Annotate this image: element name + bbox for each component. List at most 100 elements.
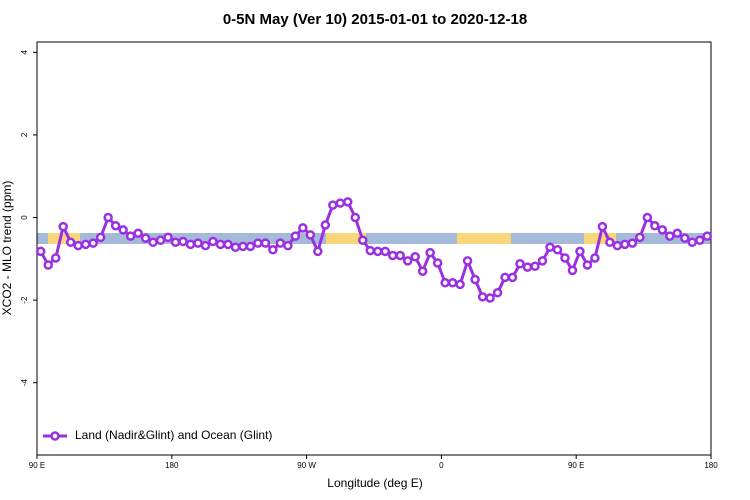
data-point bbox=[635, 232, 645, 243]
data-point bbox=[462, 256, 473, 266]
data-point bbox=[470, 274, 480, 285]
data-point bbox=[283, 240, 293, 251]
land-band bbox=[326, 233, 366, 244]
data-point bbox=[110, 221, 121, 231]
data-point bbox=[215, 239, 226, 250]
data-point bbox=[395, 250, 405, 261]
data-point bbox=[575, 246, 585, 257]
y-tick-label: 4 bbox=[20, 50, 29, 55]
data-point bbox=[687, 237, 698, 248]
legend-label: Land (Nadir&Glint) and Ocean (Glint) bbox=[75, 428, 272, 442]
land-band bbox=[48, 233, 80, 244]
x-tick-label: 180 bbox=[165, 461, 179, 470]
data-point bbox=[73, 240, 83, 251]
x-tick-label: 180 bbox=[704, 461, 718, 470]
y-tick-label: 2 bbox=[20, 132, 29, 137]
data-point bbox=[350, 212, 361, 223]
data-point bbox=[650, 221, 660, 231]
data-point bbox=[477, 292, 488, 302]
data-point bbox=[500, 272, 510, 283]
data-point bbox=[155, 235, 166, 245]
data-point bbox=[425, 247, 435, 258]
data-point bbox=[695, 235, 705, 245]
data-point bbox=[58, 221, 68, 232]
data-point bbox=[597, 221, 608, 232]
data-point bbox=[515, 259, 525, 269]
data-point bbox=[133, 228, 143, 238]
data-point bbox=[657, 225, 668, 235]
data-point bbox=[328, 200, 338, 210]
data-point bbox=[702, 231, 713, 241]
data-point bbox=[320, 220, 331, 230]
data-point bbox=[253, 238, 263, 248]
data-point bbox=[193, 238, 203, 248]
data-point bbox=[590, 253, 600, 263]
data-point bbox=[642, 212, 653, 223]
data-point bbox=[620, 239, 630, 250]
data-point bbox=[417, 266, 428, 276]
data-point bbox=[125, 231, 136, 241]
data-point bbox=[665, 231, 675, 241]
x-tick-label: 90 W bbox=[297, 461, 316, 470]
data-point bbox=[238, 241, 248, 252]
data-point bbox=[65, 237, 76, 248]
data-point bbox=[440, 278, 450, 288]
data-point bbox=[680, 233, 690, 243]
data-point bbox=[372, 246, 383, 257]
data-point bbox=[552, 244, 563, 255]
data-point bbox=[260, 238, 271, 248]
y-tick-label: -4 bbox=[20, 379, 29, 387]
data-point bbox=[605, 237, 615, 248]
legend-marker bbox=[50, 431, 60, 441]
data-point bbox=[672, 228, 683, 238]
data-point bbox=[43, 260, 53, 270]
data-point bbox=[223, 239, 233, 250]
data-point bbox=[582, 260, 593, 270]
data-point bbox=[230, 242, 241, 253]
data-point bbox=[410, 252, 420, 262]
data-point bbox=[402, 256, 413, 266]
data-point bbox=[387, 250, 398, 261]
data-point bbox=[268, 244, 278, 255]
data-point bbox=[485, 293, 495, 303]
y-tick-label: -2 bbox=[20, 296, 29, 304]
data-point bbox=[335, 198, 346, 208]
data-point bbox=[358, 235, 368, 245]
data-point bbox=[275, 238, 286, 248]
data-point bbox=[305, 230, 316, 240]
y-axis-label: XCO2 - MLO trend (ppm) bbox=[0, 181, 14, 316]
data-point bbox=[507, 272, 518, 283]
data-point bbox=[88, 238, 98, 248]
data-point bbox=[50, 253, 61, 263]
data-point bbox=[455, 279, 465, 290]
data-point bbox=[208, 236, 218, 247]
data-point bbox=[567, 265, 578, 276]
data-point bbox=[140, 233, 151, 243]
data-point bbox=[35, 246, 46, 257]
data-point bbox=[313, 246, 323, 257]
data-point bbox=[170, 237, 181, 248]
data-point bbox=[612, 240, 623, 251]
y-tick-label: 0 bbox=[20, 215, 29, 220]
data-point bbox=[530, 261, 540, 272]
data-point bbox=[148, 237, 158, 248]
data-point bbox=[163, 232, 173, 243]
data-point bbox=[343, 197, 353, 207]
data-point bbox=[432, 258, 443, 268]
data-point bbox=[290, 231, 301, 241]
data-point bbox=[200, 240, 211, 251]
data-point bbox=[522, 262, 533, 272]
x-axis-label: Longitude (deg E) bbox=[327, 476, 422, 490]
data-point bbox=[95, 232, 106, 243]
x-tick-label: 90 E bbox=[29, 461, 45, 470]
data-point bbox=[80, 239, 91, 250]
data-point bbox=[545, 242, 555, 253]
chart-title: 0-5N May (Ver 10) 2015-01-01 to 2020-12-… bbox=[223, 11, 527, 28]
data-point bbox=[185, 239, 196, 250]
x-tick-label: 90 E bbox=[568, 461, 584, 470]
data-point bbox=[365, 245, 376, 256]
data-point bbox=[537, 256, 548, 266]
data-point bbox=[298, 223, 308, 233]
x-tick-label: 0 bbox=[439, 461, 444, 470]
data-point bbox=[627, 238, 638, 248]
